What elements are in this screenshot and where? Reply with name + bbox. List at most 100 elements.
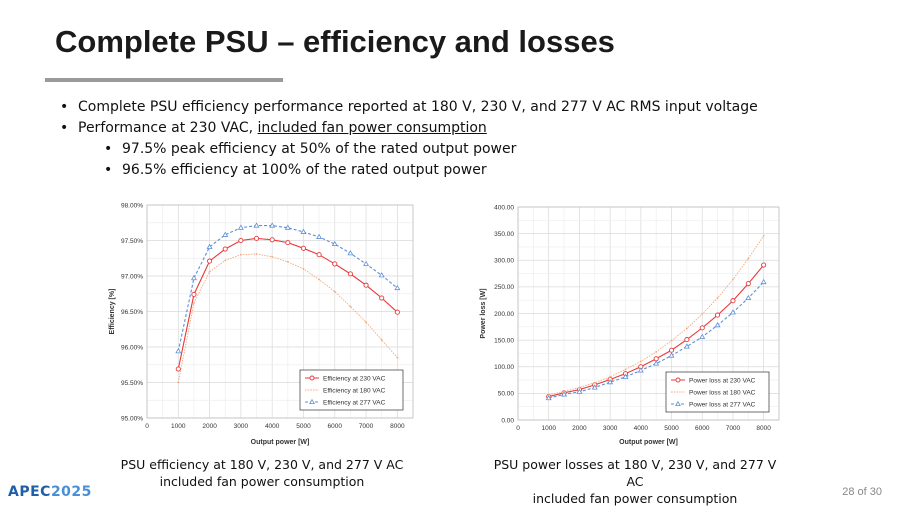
- data-point: [333, 290, 336, 293]
- y-tick-label: 95.50%: [121, 380, 143, 387]
- data-point: [253, 235, 260, 241]
- x-tick-label: 4000: [634, 425, 649, 432]
- data-point: [714, 322, 721, 328]
- data-point: [637, 367, 644, 373]
- data-point: [760, 278, 767, 285]
- data-point: [561, 391, 568, 397]
- x-tick-label: 6000: [328, 423, 343, 430]
- logo-year: 2025: [50, 484, 92, 500]
- data-point: [316, 252, 322, 258]
- legend-label: Power loss at 277 VAC: [689, 401, 756, 408]
- sub-bullet-item: 97.5% peak efficiency at 50% of the rate…: [104, 139, 758, 160]
- data-point: [222, 246, 228, 252]
- y-tick-label: 300.00: [494, 258, 514, 265]
- data-point: [639, 360, 642, 363]
- y-tick-label: 96.50%: [121, 309, 143, 316]
- x-tick-label: 1000: [171, 423, 186, 430]
- efficiency-chart-caption: PSU efficiency at 180 V, 230 V, and 277 …: [112, 456, 412, 490]
- data-point: [175, 348, 182, 354]
- data-point: [394, 284, 401, 291]
- y-tick-label: 0.00: [501, 417, 514, 424]
- y-tick-label: 100.00: [494, 364, 514, 371]
- data-point: [761, 262, 767, 268]
- data-point: [284, 224, 291, 230]
- data-point: [208, 270, 211, 273]
- data-point: [302, 268, 305, 270]
- y-axis-label: Efficiency [%]: [109, 289, 116, 335]
- y-tick-label: 95.00%: [121, 415, 143, 422]
- data-point: [732, 278, 734, 281]
- series-line: [177, 225, 398, 352]
- caption-line: PSU power losses at 180 V, 230 V, and 27…: [493, 457, 777, 489]
- data-point: [206, 243, 213, 249]
- data-point: [716, 297, 719, 299]
- x-tick-label: 2000: [202, 423, 217, 430]
- data-point: [701, 313, 704, 315]
- data-point: [190, 274, 197, 281]
- y-axis-label: Power loss [W]: [480, 288, 487, 338]
- caption-line: PSU efficiency at 180 V, 230 V, and 277 …: [120, 457, 404, 472]
- y-tick-label: 150.00: [494, 337, 514, 344]
- data-point: [332, 261, 338, 267]
- x-tick-label: 4000: [265, 423, 280, 430]
- data-point: [207, 258, 213, 264]
- data-point: [593, 381, 596, 384]
- data-point: [318, 278, 321, 281]
- data-point: [653, 360, 660, 366]
- data-point: [380, 339, 383, 341]
- x-tick-label: 8000: [390, 423, 405, 430]
- slide-title: Complete PSU – efficiency and losses: [55, 24, 615, 59]
- y-tick-label: 200.00: [494, 311, 514, 318]
- data-point: [622, 373, 629, 379]
- x-axis-label: Output power [W]: [619, 439, 678, 446]
- apec-logo: APEC2025: [8, 484, 92, 500]
- data-point: [699, 333, 706, 339]
- data-point: [670, 339, 673, 342]
- data-point: [591, 384, 598, 390]
- legend-marker: [675, 400, 681, 407]
- bullet-item: Performance at 230 VAC, included fan pow…: [60, 118, 758, 139]
- x-tick-label: 2000: [572, 425, 587, 432]
- data-point: [300, 228, 307, 234]
- data-point: [316, 233, 323, 239]
- legend-label: Efficiency at 180 VAC: [323, 387, 386, 394]
- data-point: [331, 240, 338, 247]
- data-point: [609, 375, 612, 378]
- data-point: [730, 298, 736, 304]
- data-point: [699, 325, 705, 331]
- data-point: [193, 302, 195, 304]
- data-point: [269, 222, 276, 228]
- data-point: [545, 394, 552, 401]
- data-point: [347, 250, 354, 256]
- caption-line: included fan power consumption: [159, 474, 365, 489]
- bullet-list: Complete PSU efficiency performance repo…: [60, 97, 758, 181]
- data-point: [396, 356, 399, 359]
- data-point: [576, 388, 583, 394]
- series-line: [548, 281, 765, 399]
- x-tick-label: 7000: [359, 423, 374, 430]
- plot-frame: [146, 204, 414, 419]
- data-point: [762, 234, 765, 237]
- page-number: 28 of 30: [842, 486, 882, 498]
- y-tick-label: 50.00: [498, 391, 515, 398]
- x-tick-label: 6000: [695, 425, 710, 432]
- data-point: [286, 260, 289, 263]
- bullet-underlined-text: included fan power consumption: [257, 120, 487, 136]
- data-point: [238, 237, 244, 244]
- legend: Power loss at 230 VAC Power loss at 180 V…: [665, 371, 770, 413]
- data-point: [378, 272, 385, 278]
- data-point: [715, 312, 721, 318]
- data-point: [237, 224, 244, 230]
- power-loss-chart-caption: PSU power losses at 180 V, 230 V, and 27…: [485, 456, 785, 507]
- data-point: [655, 350, 658, 353]
- data-point: [653, 356, 659, 362]
- data-point: [685, 327, 688, 330]
- legend-marker: [675, 377, 681, 383]
- logo-text: APEC: [8, 484, 51, 500]
- x-tick-label: 0: [516, 425, 520, 432]
- data-point: [684, 337, 690, 343]
- data-point: [269, 237, 275, 243]
- y-tick-label: 350.00: [494, 231, 514, 238]
- data-point: [729, 309, 736, 315]
- data-point: [222, 231, 229, 237]
